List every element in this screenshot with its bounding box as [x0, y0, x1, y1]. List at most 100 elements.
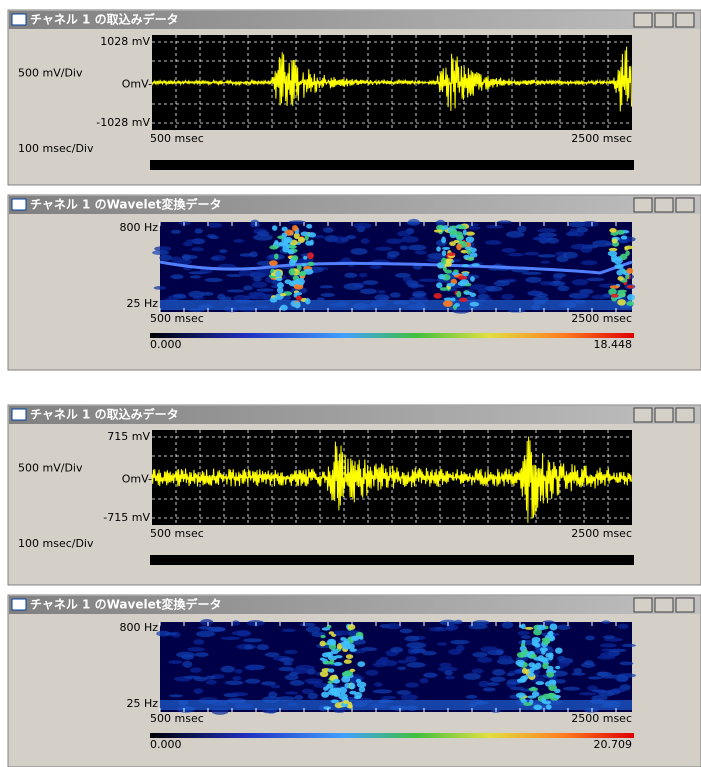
spectrogram-cell: [200, 619, 213, 625]
maximize-button[interactable]: [655, 408, 673, 422]
close-button[interactable]: [676, 13, 694, 27]
spectrogram-cell: [349, 683, 355, 690]
spectrogram-cell: [294, 301, 300, 308]
spectrogram-cell: [547, 666, 554, 671]
spectrogram-cell: [335, 655, 343, 658]
spectrogram-cell: [479, 681, 490, 687]
spectrogram-cell: [611, 294, 619, 298]
spectrogram-cell: [179, 222, 191, 226]
spectrogram-cell: [251, 220, 259, 226]
spectrogram-cell: [521, 623, 526, 629]
x-div-label: 100 msec/Div: [18, 142, 94, 155]
spectrogram-cell: [555, 647, 563, 653]
spectrogram-cell: [490, 677, 505, 683]
spectrogram-cell: [390, 647, 403, 653]
spectrogram-cell: [454, 240, 459, 243]
spectrogram-cell: [323, 227, 334, 233]
minimize-button[interactable]: [634, 408, 652, 422]
spectrogram-cell: [627, 294, 635, 301]
spectrogram-cell: [600, 643, 617, 647]
spectrogram-cell: [588, 676, 603, 679]
minimize-button[interactable]: [634, 198, 652, 212]
spectrogram-cell: [506, 279, 517, 282]
spectrogram-cell: [323, 687, 329, 691]
spectrogram-cell: [429, 627, 448, 631]
spectrogram-cell: [554, 695, 561, 698]
spectrogram-cell: [343, 700, 349, 704]
spectrogram-cell: [541, 697, 546, 703]
spectrogram-cell: [378, 290, 386, 294]
spectrogram-cell: [342, 671, 351, 677]
maximize-button[interactable]: [655, 13, 673, 27]
spectrogram-cell: [190, 275, 201, 278]
maximize-button[interactable]: [655, 198, 673, 212]
spectrogram-cell: [450, 640, 469, 645]
x-end-label: 2500 msec: [571, 527, 632, 540]
spectrogram-cell: [168, 660, 182, 664]
spectrogram-cell: [419, 278, 438, 282]
spectrogram-cell: [344, 283, 364, 290]
spectrogram-cell: [462, 264, 469, 267]
spectrogram-cell: [204, 278, 222, 282]
spectrogram-cell: [221, 637, 241, 640]
spectrogram-cell: [460, 279, 470, 285]
spectrogram-cell: [522, 668, 527, 674]
spectrogram-cell: [584, 660, 594, 665]
spectrogram-cell: [450, 297, 455, 301]
spectrogram-cell: [521, 635, 531, 639]
spectrogram-cell: [447, 252, 455, 256]
spectrogram-cell: [578, 292, 590, 298]
spectrogram-cell: [350, 669, 356, 672]
spectrogram-cell: [407, 662, 426, 668]
spectrogram-cell: [397, 660, 408, 663]
spectrogram-cell: [518, 631, 530, 636]
freq-top-label: 800 Hz: [119, 621, 158, 634]
spectrogram-cell: [401, 694, 418, 700]
window: チャネル 1 のWavelet変換データ800 Hz25 Hz500 msec2…: [8, 195, 701, 370]
spectrogram-cell: [439, 663, 451, 668]
spectrogram-cell: [306, 224, 312, 229]
spectrogram-cell: [292, 255, 299, 260]
spectrogram-cell: [534, 643, 540, 648]
spectrogram-cell: [602, 620, 610, 623]
spectrogram-cell: [246, 665, 258, 671]
spectrogram-cell: [464, 292, 473, 295]
maximize-button[interactable]: [655, 598, 673, 612]
spectrogram-cell: [538, 254, 556, 258]
spectrogram-cell: [187, 647, 205, 651]
spectrogram-cell: [548, 684, 557, 691]
freq-bottom-label: 25 Hz: [126, 297, 158, 310]
spectrogram-cell: [603, 635, 615, 639]
color-scale: [150, 333, 634, 338]
spectrogram-cell: [360, 288, 377, 294]
spectrogram-cell: [546, 704, 552, 709]
spectrogram-cell: [612, 238, 618, 243]
spectrogram-cell: [194, 228, 202, 233]
spectrogram-cell: [320, 671, 329, 677]
spectrogram-cell: [528, 672, 534, 677]
spectrogram-cell: [619, 662, 633, 666]
spectrogram-cell: [284, 279, 291, 284]
spectrogram-cell: [601, 649, 613, 652]
spectrogram-cell: [472, 668, 484, 673]
spectrogram-cell: [617, 299, 626, 305]
spectrogram-cell: [440, 276, 446, 279]
close-button[interactable]: [676, 408, 694, 422]
spectrogram-cell: [193, 639, 204, 645]
spectrogram-cell: [553, 273, 566, 278]
close-button[interactable]: [676, 198, 694, 212]
spectrogram-cell: [516, 692, 526, 698]
spectrogram-cell: [456, 244, 462, 251]
spectrogram-cell: [164, 632, 177, 635]
minimize-button[interactable]: [634, 13, 652, 27]
minimize-button[interactable]: [634, 598, 652, 612]
spectrogram-cell: [232, 676, 241, 680]
scale-min-label: 0.000: [150, 338, 182, 351]
spectrogram-cell: [463, 673, 481, 680]
spectrogram-cell: [400, 245, 408, 250]
window-title: チャネル 1 のWavelet変換データ: [30, 197, 221, 212]
close-button[interactable]: [676, 598, 694, 612]
spectrogram-cell: [497, 220, 511, 223]
spectrogram-cell: [442, 247, 450, 250]
spectrogram-cell: [454, 620, 462, 625]
